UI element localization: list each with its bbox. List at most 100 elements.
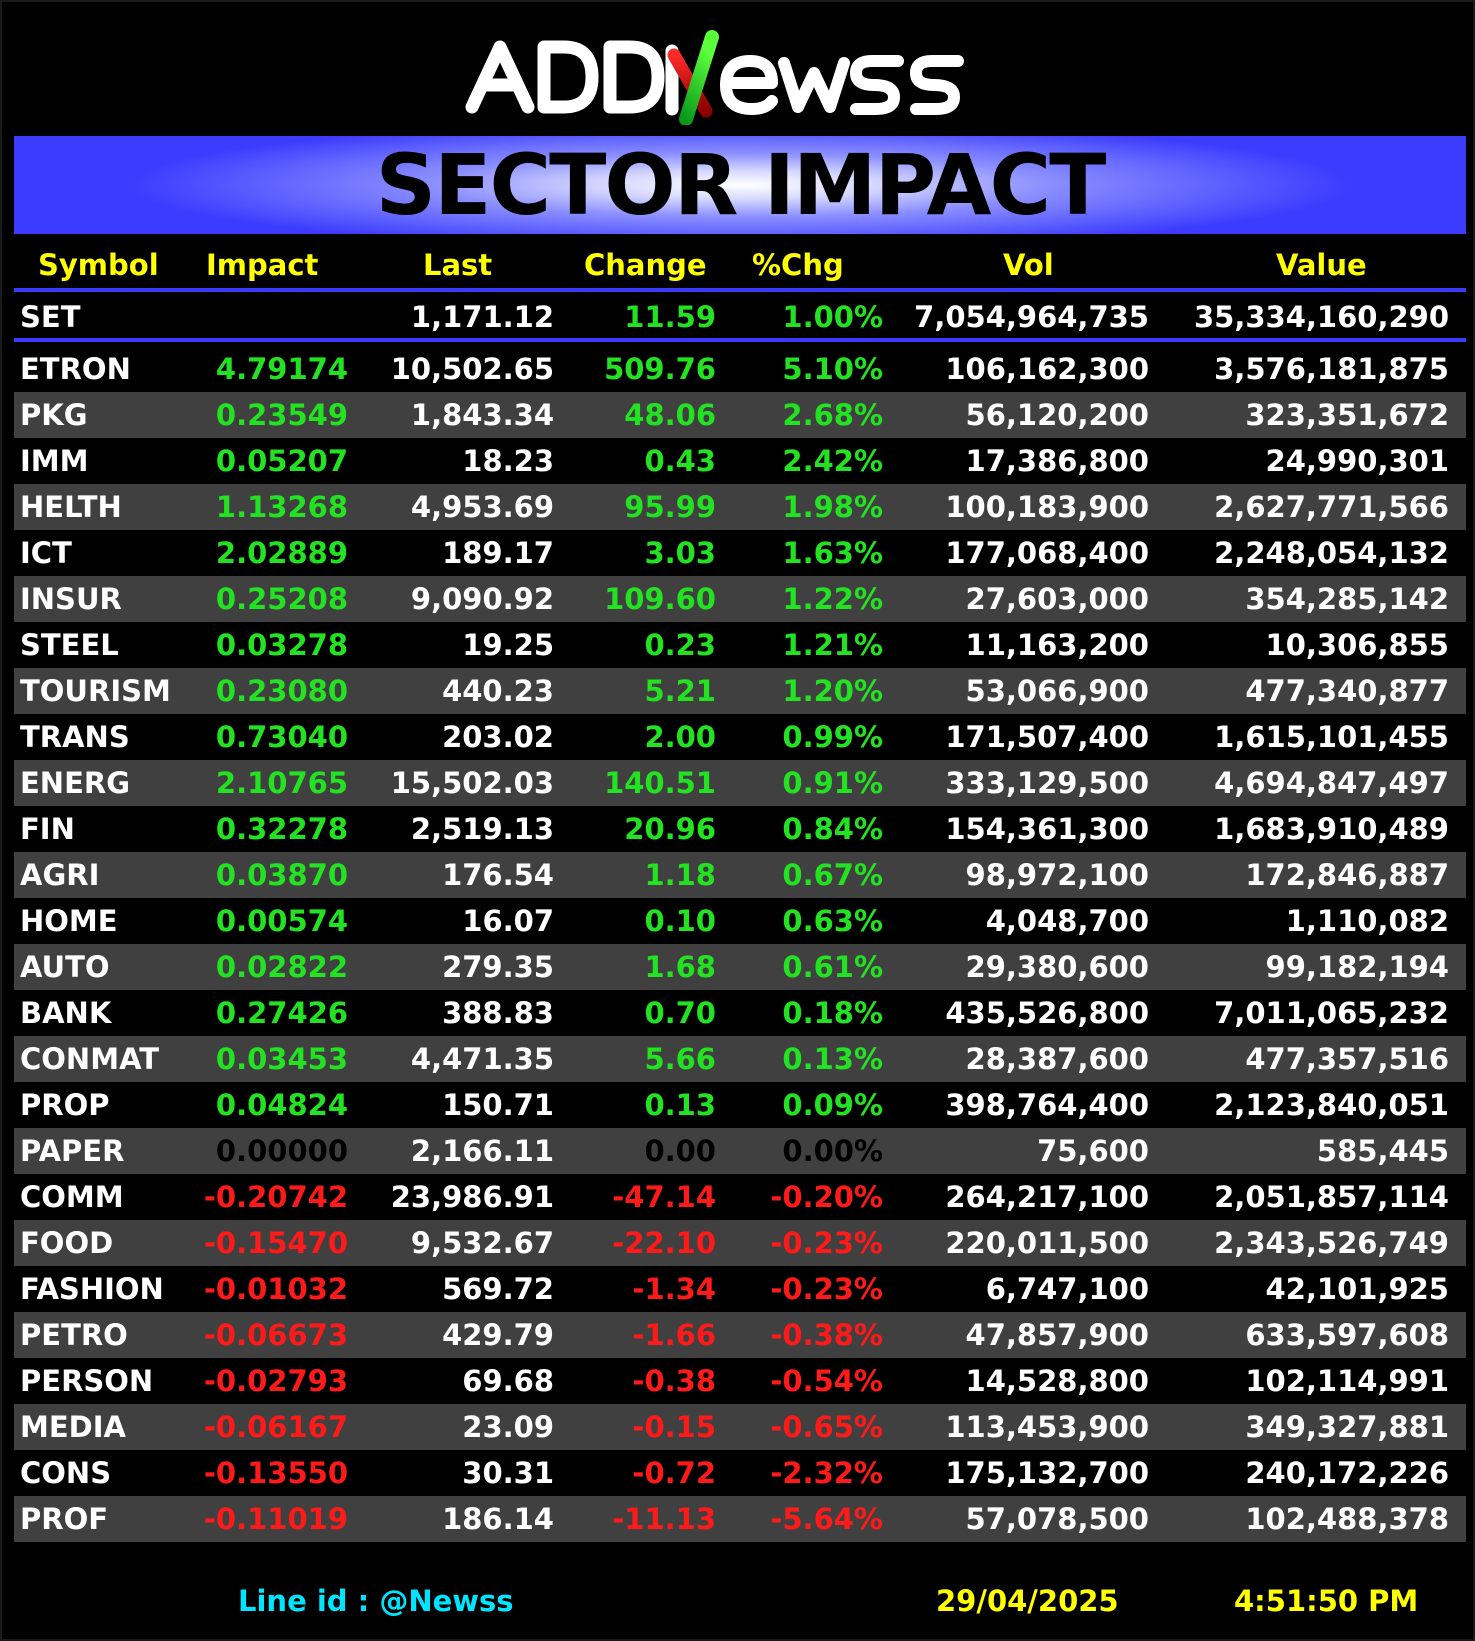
cell-pct: -5.64% xyxy=(770,1502,883,1536)
table-row: ICT 2.02889 189.17 3.03 1.63% 177,068,400 2,24… xyxy=(14,530,1466,576)
addnewss-logo xyxy=(2,20,1475,130)
cell-last: 9,532.67 xyxy=(410,1226,554,1260)
table-row: FOOD -0.15470 9,532.67 -22.10 -0.23% 220,011,… xyxy=(14,1220,1466,1266)
cell-last: 23,986.91 xyxy=(390,1180,554,1214)
cell-value: 323,351,672 xyxy=(1245,398,1449,432)
cell-value: 2,248,054,132 xyxy=(1214,536,1449,570)
line-id-link[interactable]: Line id : @Newss xyxy=(238,1584,514,1618)
cell-impact: 0.00574 xyxy=(215,904,348,938)
cell-last: 23.09 xyxy=(462,1410,554,1444)
cell-impact: -0.06167 xyxy=(203,1410,348,1444)
cell-vol: 98,972,100 xyxy=(965,858,1149,892)
cell-vol: 57,078,500 xyxy=(965,1502,1149,1536)
cell-pct: 1.63% xyxy=(782,536,883,570)
index-vol: 7,054,964,735 xyxy=(914,300,1149,334)
cell-last: 30.31 xyxy=(462,1456,554,1490)
cell-last: 15,502.03 xyxy=(390,766,554,800)
cell-impact: 0.25208 xyxy=(215,582,348,616)
cell-symbol: PROP xyxy=(20,1088,110,1122)
cell-vol: 75,600 xyxy=(1037,1134,1149,1168)
cell-value: 2,627,771,566 xyxy=(1214,490,1449,524)
cell-value: 349,327,881 xyxy=(1245,1410,1449,1444)
index-divider xyxy=(14,338,1466,342)
cell-symbol: HOME xyxy=(20,904,118,938)
cell-impact: -0.13550 xyxy=(203,1456,348,1490)
cell-vol: 6,747,100 xyxy=(985,1272,1149,1306)
cell-change: -22.10 xyxy=(612,1226,716,1260)
cell-vol: 154,361,300 xyxy=(945,812,1149,846)
cell-impact: -0.11019 xyxy=(203,1502,348,1536)
cell-symbol: IMM xyxy=(20,444,89,478)
col-header-vol: Vol xyxy=(1003,248,1054,282)
cell-value: 1,110,082 xyxy=(1285,904,1449,938)
table-row: AUTO 0.02822 279.35 1.68 0.61% 29,380,600 99,1… xyxy=(14,944,1466,990)
cell-impact: -0.15470 xyxy=(203,1226,348,1260)
cell-change: 5.66 xyxy=(644,1042,716,1076)
cell-pct: 1.21% xyxy=(782,628,883,662)
cell-symbol: AUTO xyxy=(20,950,110,984)
cell-change: -0.72 xyxy=(632,1456,716,1490)
index-symbol: SET xyxy=(20,300,81,334)
cell-change: 95.99 xyxy=(624,490,716,524)
cell-pct: 0.09% xyxy=(782,1088,883,1122)
index-pct: 1.00% xyxy=(782,300,883,334)
cell-pct: 2.68% xyxy=(782,398,883,432)
cell-last: 279.35 xyxy=(442,950,554,984)
cell-vol: 53,066,900 xyxy=(965,674,1149,708)
cell-pct: 1.98% xyxy=(782,490,883,524)
cell-symbol: ICT xyxy=(20,536,72,570)
cell-change: 20.96 xyxy=(624,812,716,846)
cell-impact: 0.32278 xyxy=(215,812,348,846)
cell-vol: 106,162,300 xyxy=(945,352,1149,386)
cell-change: -0.15 xyxy=(632,1410,716,1444)
cell-value: 99,182,194 xyxy=(1265,950,1449,984)
cell-impact: 0.27426 xyxy=(215,996,348,1030)
cell-impact: 2.10765 xyxy=(215,766,348,800)
cell-symbol: PKG xyxy=(20,398,88,432)
cell-symbol: ETRON xyxy=(20,352,131,386)
col-header-value: Value xyxy=(1276,248,1367,282)
cell-change: -1.66 xyxy=(632,1318,716,1352)
cell-symbol: AGRI xyxy=(20,858,100,892)
cell-impact: -0.02793 xyxy=(203,1364,348,1398)
cell-last: 9,090.92 xyxy=(410,582,554,616)
cell-impact: -0.06673 xyxy=(203,1318,348,1352)
cell-change: 0.00 xyxy=(644,1134,716,1168)
cell-pct: 1.22% xyxy=(782,582,883,616)
cell-vol: 17,386,800 xyxy=(965,444,1149,478)
cell-change: 509.76 xyxy=(604,352,716,386)
cell-change: -0.38 xyxy=(632,1364,716,1398)
cell-last: 429.79 xyxy=(442,1318,554,1352)
cell-symbol: FIN xyxy=(20,812,75,846)
cell-impact: 0.05207 xyxy=(215,444,348,478)
cell-value: 477,357,516 xyxy=(1245,1042,1449,1076)
table-row: ENERG 2.10765 15,502.03 140.51 0.91% 333,129,… xyxy=(14,760,1466,806)
col-header-change: Change xyxy=(584,248,707,282)
table-row: CONMAT 0.03453 4,471.35 5.66 0.13% 28,387,600… xyxy=(14,1036,1466,1082)
cell-value: 102,114,991 xyxy=(1245,1364,1449,1398)
cell-change: 48.06 xyxy=(624,398,716,432)
cell-symbol: PERSON xyxy=(20,1364,154,1398)
cell-pct: 0.13% xyxy=(782,1042,883,1076)
cell-impact: 4.79174 xyxy=(215,352,348,386)
cell-pct: 1.20% xyxy=(782,674,883,708)
cell-value: 3,576,181,875 xyxy=(1214,352,1449,386)
cell-vol: 177,068,400 xyxy=(945,536,1149,570)
cell-value: 477,340,877 xyxy=(1245,674,1449,708)
cell-vol: 113,453,900 xyxy=(945,1410,1149,1444)
cell-pct: 0.91% xyxy=(782,766,883,800)
cell-last: 388.83 xyxy=(442,996,554,1030)
table-row: HELTH 1.13268 4,953.69 95.99 1.98% 100,183,90… xyxy=(14,484,1466,530)
cell-impact: 0.03278 xyxy=(215,628,348,662)
col-header-symbol: Symbol xyxy=(38,248,159,282)
cell-impact: -0.01032 xyxy=(203,1272,348,1306)
table-row: FASHION -0.01032 569.72 -1.34 -0.23% 6,747,10… xyxy=(14,1266,1466,1312)
cell-vol: 175,132,700 xyxy=(945,1456,1149,1490)
cell-vol: 171,507,400 xyxy=(945,720,1149,754)
cell-symbol: INSUR xyxy=(20,582,122,616)
cell-last: 10,502.65 xyxy=(390,352,554,386)
cell-last: 203.02 xyxy=(442,720,554,754)
cell-vol: 11,163,200 xyxy=(965,628,1149,662)
page-title: SECTOR IMPACT xyxy=(375,136,1107,234)
table-row: AGRI 0.03870 176.54 1.18 0.67% 98,972,100 172,… xyxy=(14,852,1466,898)
